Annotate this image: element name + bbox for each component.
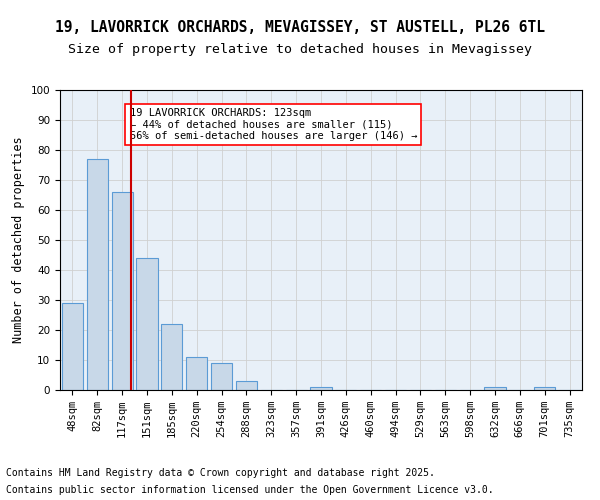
Text: Size of property relative to detached houses in Mevagissey: Size of property relative to detached ho… [68,42,532,56]
Bar [484,387,506,390]
Y-axis label: Number of detached properties: Number of detached properties [12,136,25,344]
Bar [186,357,207,390]
Bar [62,303,83,390]
Text: Contains public sector information licensed under the Open Government Licence v3: Contains public sector information licen… [6,485,494,495]
Bar [112,192,133,390]
Bar [136,258,158,390]
Text: 19, LAVORRICK ORCHARDS, MEVAGISSEY, ST AUSTELL, PL26 6TL: 19, LAVORRICK ORCHARDS, MEVAGISSEY, ST A… [55,20,545,35]
Bar [310,387,332,390]
Bar [236,381,257,390]
Bar [87,159,108,390]
Bar [211,363,232,390]
Bar [161,324,182,390]
Text: Contains HM Land Registry data © Crown copyright and database right 2025.: Contains HM Land Registry data © Crown c… [6,468,435,477]
Text: 19 LAVORRICK ORCHARDS: 123sqm
← 44% of detached houses are smaller (115)
56% of : 19 LAVORRICK ORCHARDS: 123sqm ← 44% of d… [130,108,417,141]
Bar [534,387,555,390]
